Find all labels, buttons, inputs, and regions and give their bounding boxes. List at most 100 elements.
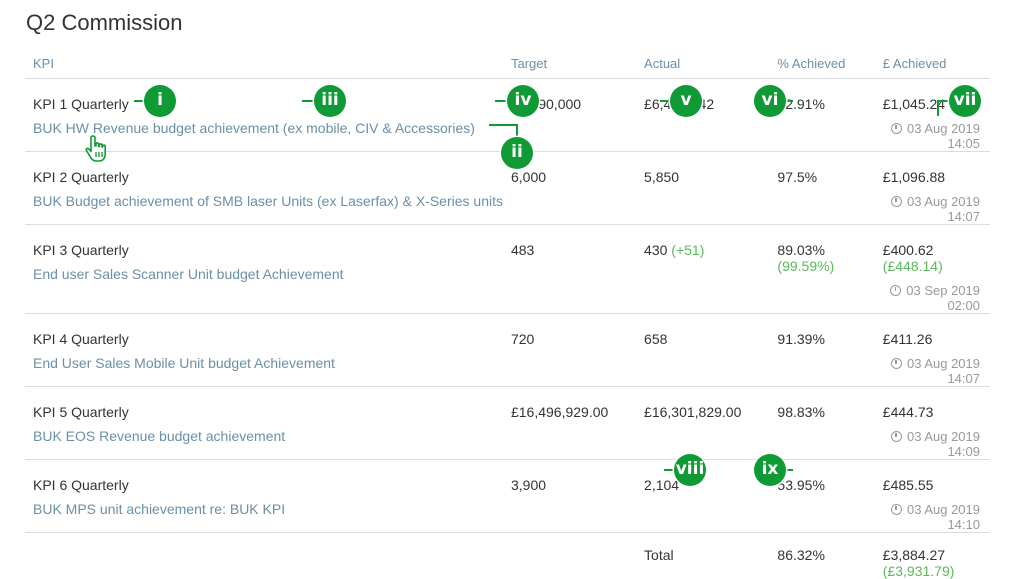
cell-actual: 5,850 (636, 152, 769, 225)
total-label: Total (636, 533, 769, 579)
clock-icon (891, 358, 902, 369)
column-header-kpi[interactable]: KPI (25, 48, 503, 79)
gbp-value: £1,096.88 (883, 169, 945, 185)
cell-target: 483 (503, 225, 636, 314)
table-row: KPI 5 Quarterly BUK EOS Revenue budget ac… (25, 387, 990, 460)
gbp-line: £411.26 (883, 331, 990, 347)
cell-gbp-achieved: £400.62 (£448.14)03 Sep 2019 02:00 (875, 225, 990, 314)
cell-pct-achieved: 98.83% (769, 387, 874, 460)
table-header-row: KPI Target Actual % Achieved £ Achieved (25, 48, 990, 79)
column-header-actual[interactable]: Actual (636, 48, 769, 79)
actual-line: 2,104 (644, 477, 769, 493)
cell-kpi: KPI 4 Quarterly End User Sales Mobile Uni… (25, 314, 503, 387)
kpi-description[interactable]: BUK EOS Revenue budget achievement (33, 428, 503, 444)
kpi-description[interactable]: End user Sales Scanner Unit budget Achie… (33, 266, 503, 282)
cell-actual: 430 (+51) (636, 225, 769, 314)
timestamp-text: 03 Aug 2019 14:07 (907, 356, 980, 386)
target-value: 6,000 (511, 169, 636, 185)
timestamp-text: 03 Aug 2019 14:10 (907, 502, 980, 532)
timestamp: 03 Aug 2019 14:07 (883, 356, 990, 386)
timestamp: 03 Aug 2019 14:09 (883, 429, 990, 459)
actual-value: 658 (644, 331, 667, 347)
table-row: KPI 3 Quarterly End user Sales Scanner Un… (25, 225, 990, 314)
kpi-name: KPI 1 Quarterly (33, 96, 503, 112)
cell-gbp-achieved: £485.55 03 Aug 2019 14:10 (875, 460, 990, 533)
clock-icon (891, 123, 902, 134)
pct-line: 98.83% (777, 404, 874, 420)
kpi-name: KPI 3 Quarterly (33, 242, 503, 258)
clock-icon (891, 431, 902, 442)
pct-line: 53.95% (777, 477, 874, 493)
pct-line: 89.03% (99.59%) (777, 242, 874, 274)
actual-line: 5,850 (644, 169, 769, 185)
target-value: 3,900 (511, 477, 636, 493)
cell-actual: 658 (636, 314, 769, 387)
cell-kpi: KPI 3 Quarterly End user Sales Scanner Un… (25, 225, 503, 314)
callout-viii: viii (674, 454, 706, 486)
kpi-name: KPI 6 Quarterly (33, 477, 503, 493)
kpi-description[interactable]: End User Sales Mobile Unit budget Achiev… (33, 355, 503, 371)
pct-delta: (99.59%) (777, 258, 834, 274)
actual-value: 2,104 (644, 477, 679, 493)
cell-kpi: KPI 6 Quarterly BUK MPS unit achievement … (25, 460, 503, 533)
total-gbp-cell: £3,884.27 (£3,931.79) (875, 533, 990, 579)
gbp-value: £400.62 (883, 242, 934, 258)
gbp-value: £411.26 (883, 331, 933, 347)
pct-line: 92.91% (777, 96, 874, 112)
kpi-name: KPI 5 Quarterly (33, 404, 503, 420)
page-title: Q2 Commission (26, 10, 182, 36)
actual-line: 658 (644, 331, 769, 347)
clock-icon (891, 504, 902, 515)
callout-ix: ix (754, 454, 786, 486)
cell-pct-achieved: 92.91% (769, 79, 874, 152)
cell-gbp-achieved: £1,096.88 03 Aug 2019 14:07 (875, 152, 990, 225)
total-pct: 86.32% (769, 533, 874, 579)
gbp-line: £1,096.88 (883, 169, 990, 185)
timestamp-text: 03 Aug 2019 14:05 (907, 121, 980, 151)
actual-delta: (+51) (671, 242, 704, 258)
gbp-delta: (£448.14) (883, 258, 943, 274)
gbp-value: £485.55 (883, 477, 934, 493)
kpi-description[interactable]: BUK Budget achievement of SMB laser Unit… (33, 193, 503, 209)
column-header-gbp-achieved[interactable]: £ Achieved (875, 48, 990, 79)
callout-iii: iii (314, 85, 346, 117)
kpi-description[interactable]: BUK MPS unit achievement re: BUK KPI (33, 501, 503, 517)
timestamp: 03 Aug 2019 14:07 (883, 194, 990, 224)
timestamp: 03 Aug 2019 14:05 (883, 121, 990, 151)
pct-value: 91.39% (777, 331, 824, 347)
cell-gbp-achieved: £411.26 03 Aug 2019 14:07 (875, 314, 990, 387)
cell-actual: £16,301,829.00 (636, 387, 769, 460)
table-row: KPI 6 Quarterly BUK MPS unit achievement … (25, 460, 990, 533)
column-header-target[interactable]: Target (503, 48, 636, 79)
column-header-pct-achieved[interactable]: % Achieved (769, 48, 874, 79)
cell-actual: £6,401,342 (636, 79, 769, 152)
pct-value: 53.95% (777, 477, 824, 493)
target-value: £16,496,929.00 (511, 404, 636, 420)
table-row: KPI 4 Quarterly End User Sales Mobile Uni… (25, 314, 990, 387)
actual-value: 5,850 (644, 169, 679, 185)
total-gbp: £3,884.27 (883, 547, 945, 563)
kpi-name: KPI 2 Quarterly (33, 169, 503, 185)
clock-icon (890, 285, 901, 296)
callout-v: v (670, 85, 702, 117)
pct-value: 97.5% (777, 169, 817, 185)
gbp-value: £1,045.24 (883, 96, 945, 112)
total-gbp-delta: (£3,931.79) (883, 563, 955, 579)
cell-pct-achieved: 89.03% (99.59%) (769, 225, 874, 314)
kpi-name: KPI 4 Quarterly (33, 331, 503, 347)
callout-iv: iv (507, 85, 539, 117)
commission-table: KPI Target Actual % Achieved £ Achieved … (25, 48, 990, 579)
cell-pct-achieved: 91.39% (769, 314, 874, 387)
callout-ii: ii (501, 137, 533, 169)
cell-target: 720 (503, 314, 636, 387)
gbp-line: £400.62 (£448.14) (883, 242, 990, 274)
timestamp-text: 03 Aug 2019 14:07 (907, 194, 980, 224)
timestamp-text: 03 Aug 2019 14:09 (907, 429, 980, 459)
target-value: 483 (511, 242, 636, 258)
actual-value: £16,301,829.00 (644, 404, 741, 420)
actual-line: 430 (+51) (644, 242, 769, 258)
cell-kpi: KPI 5 Quarterly BUK EOS Revenue budget ac… (25, 387, 503, 460)
total-empty-cell (503, 533, 636, 579)
callout-vii: vii (949, 85, 981, 117)
